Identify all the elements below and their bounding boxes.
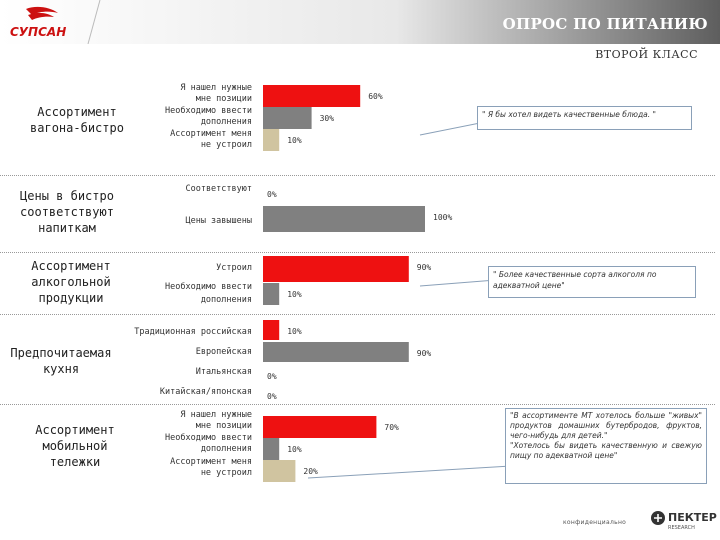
bar xyxy=(263,416,377,438)
quote-callout: " Я бы хотел видеть качественные блюда. … xyxy=(477,106,692,130)
callout-leader xyxy=(307,465,513,479)
category-label: Необходимо ввести xyxy=(165,105,252,116)
section-separator xyxy=(0,252,715,253)
brand-subtitle: RESEARCH xyxy=(668,525,695,531)
page-title: ОПРОС ПО ПИТАНИЮ xyxy=(502,15,708,33)
callout-leader xyxy=(419,121,486,136)
section-label: Ассортимент вагона-бистро xyxy=(30,105,124,135)
category-label: Необходимо ввести xyxy=(165,432,252,443)
data-label: 20% xyxy=(303,467,318,476)
category-label: Традиционная российская xyxy=(134,327,252,337)
bar xyxy=(263,283,280,305)
data-label: 10% xyxy=(287,445,302,454)
data-label: 10% xyxy=(287,136,302,145)
section-label: Цены в бистро соответствуют напиткам xyxy=(20,189,114,235)
brand-name: ПЕКТЕР xyxy=(668,511,717,524)
data-label: 0% xyxy=(267,392,277,401)
svg-text:СУПСАН: СУПСАН xyxy=(10,25,66,39)
quote-callout: "В ассортименте МТ хотелось больше "живы… xyxy=(505,408,707,484)
brand-logo-icon xyxy=(651,511,665,525)
category-label: Ассортимент меня xyxy=(170,457,252,467)
category-label: Устроил xyxy=(216,263,252,273)
section-label: Предпочитаемая кухня xyxy=(10,346,112,376)
callout-leader xyxy=(419,279,497,287)
data-label: 60% xyxy=(368,92,383,101)
section-separator xyxy=(0,175,715,176)
category-label: Соответствуют xyxy=(185,184,252,194)
section-label: Ассортимент мобильной тележки xyxy=(35,423,115,469)
bar xyxy=(263,107,312,129)
bar xyxy=(263,206,425,232)
category-label: не устроил xyxy=(201,140,252,150)
category-label: мне позиции xyxy=(196,94,252,104)
category-label: Итальянская xyxy=(196,367,252,377)
category-label: Китайская/японская xyxy=(160,387,252,397)
data-label: 0% xyxy=(267,372,277,381)
section-separator xyxy=(0,404,715,405)
data-label: 0% xyxy=(267,190,277,199)
section-label: Ассортимент алкогольной продукции xyxy=(31,259,111,305)
page-subtitle: ВТОРОЙ КЛАСС xyxy=(595,48,698,61)
data-label: 100% xyxy=(433,213,452,222)
bar xyxy=(263,342,409,362)
category-label: Ассортимент меня xyxy=(170,129,252,139)
bar xyxy=(263,460,296,482)
category-label: мне позиции xyxy=(196,421,252,431)
data-label: 10% xyxy=(287,290,302,299)
bar xyxy=(263,438,280,460)
bar xyxy=(263,256,409,282)
header-bar xyxy=(0,0,720,45)
data-label: 30% xyxy=(320,114,335,123)
bar xyxy=(263,129,280,151)
data-label: 90% xyxy=(417,349,432,358)
category-label: Я нашел нужные xyxy=(180,83,252,93)
data-label: 70% xyxy=(384,423,399,432)
header-background xyxy=(0,0,720,45)
company-logo: СУПСАН xyxy=(6,5,68,41)
quote-callout: " Более качественные сорта алкоголя по а… xyxy=(488,266,696,298)
category-label: дополнения xyxy=(201,117,252,127)
category-label: Необходимо ввести xyxy=(165,281,252,292)
category-label: дополнения xyxy=(201,444,252,454)
category-label: Европейская xyxy=(196,347,252,357)
confidential-label: конфиденциально xyxy=(563,519,627,526)
category-label: не устроил xyxy=(201,468,252,478)
bar xyxy=(263,85,361,107)
bar xyxy=(263,320,280,340)
category-label: Я нашел нужные xyxy=(180,410,252,420)
data-label: 90% xyxy=(417,263,432,272)
data-label: 10% xyxy=(287,327,302,336)
category-label: Цены завышены xyxy=(185,216,252,226)
section-separator xyxy=(0,314,715,315)
category-label: дополнения xyxy=(201,295,252,305)
